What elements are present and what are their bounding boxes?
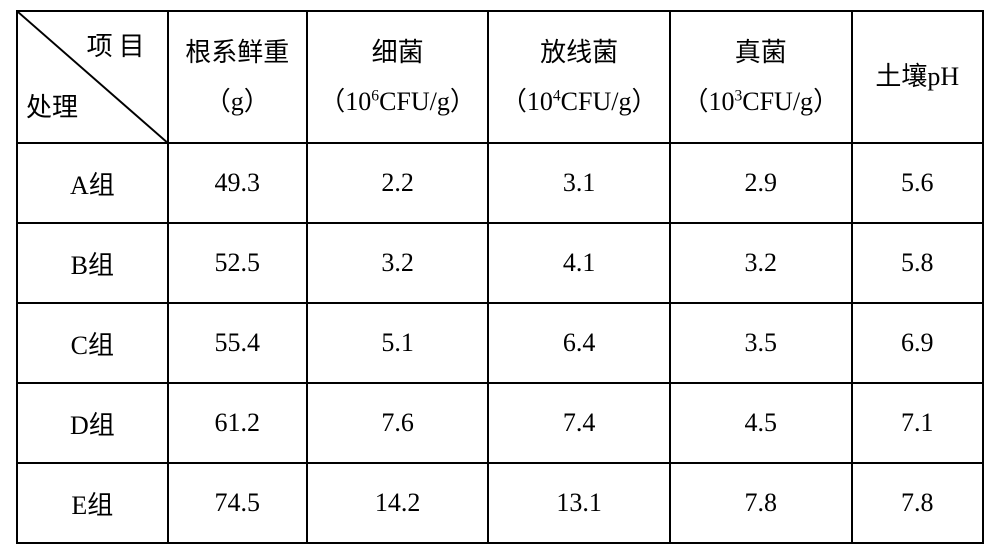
cell-value: 3.5 <box>670 303 852 383</box>
cell-value: 3.2 <box>307 223 489 303</box>
col-header-unit: （103CFU/g） <box>671 77 851 126</box>
cell-value: 7.4 <box>488 383 670 463</box>
cell-value: 4.5 <box>670 383 852 463</box>
row-label: E组 <box>17 463 168 543</box>
cell-value: 7.8 <box>852 463 983 543</box>
cell-value: 7.8 <box>670 463 852 543</box>
cell-value: 3.2 <box>670 223 852 303</box>
cell-value: 55.4 <box>168 303 307 383</box>
cell-value: 6.4 <box>488 303 670 383</box>
cell-value: 5.8 <box>852 223 983 303</box>
col-header-bacteria: 细菌 （106CFU/g） <box>307 11 489 143</box>
cell-value: 7.1 <box>852 383 983 463</box>
col-header-label: 细菌 <box>308 28 488 77</box>
corner-header-top: 项目 <box>87 22 151 71</box>
cell-value: 61.2 <box>168 383 307 463</box>
cell-value: 2.9 <box>670 143 852 223</box>
corner-header-cell: 项目 处理 <box>17 11 168 143</box>
col-header-root-weight: 根系鲜重 （g） <box>168 11 307 143</box>
table-row: C组 55.4 5.1 6.4 3.5 6.9 <box>17 303 983 383</box>
col-header-soil-ph: 土壤pH <box>852 11 983 143</box>
col-header-label: 放线菌 <box>489 28 669 77</box>
table-body: A组 49.3 2.2 3.1 2.9 5.6 B组 52.5 3.2 4.1 … <box>17 143 983 543</box>
data-table: 项目 处理 根系鲜重 （g） 细菌 （106CFU/g） 放线菌 （104CFU… <box>16 10 984 544</box>
col-header-unit: （104CFU/g） <box>489 77 669 126</box>
table-row: E组 74.5 14.2 13.1 7.8 7.8 <box>17 463 983 543</box>
table-row: D组 61.2 7.6 7.4 4.5 7.1 <box>17 383 983 463</box>
cell-value: 74.5 <box>168 463 307 543</box>
col-header-label: 根系鲜重 <box>169 28 306 77</box>
col-header-label: 真菌 <box>671 28 851 77</box>
row-label: B组 <box>17 223 168 303</box>
col-header-label: 土壤pH <box>853 52 982 101</box>
col-header-unit: （106CFU/g） <box>308 77 488 126</box>
table-header-row: 项目 处理 根系鲜重 （g） 细菌 （106CFU/g） 放线菌 （104CFU… <box>17 11 983 143</box>
table-row: B组 52.5 3.2 4.1 3.2 5.8 <box>17 223 983 303</box>
col-header-unit: （g） <box>169 77 306 126</box>
cell-value: 2.2 <box>307 143 489 223</box>
row-label: C组 <box>17 303 168 383</box>
cell-value: 13.1 <box>488 463 670 543</box>
cell-value: 3.1 <box>488 143 670 223</box>
row-label: D组 <box>17 383 168 463</box>
row-label: A组 <box>17 143 168 223</box>
cell-value: 5.1 <box>307 303 489 383</box>
cell-value: 52.5 <box>168 223 307 303</box>
cell-value: 6.9 <box>852 303 983 383</box>
cell-value: 14.2 <box>307 463 489 543</box>
col-header-fungi: 真菌 （103CFU/g） <box>670 11 852 143</box>
cell-value: 4.1 <box>488 223 670 303</box>
col-header-actinomycetes: 放线菌 （104CFU/g） <box>488 11 670 143</box>
cell-value: 5.6 <box>852 143 983 223</box>
cell-value: 7.6 <box>307 383 489 463</box>
cell-value: 49.3 <box>168 143 307 223</box>
corner-header-bottom: 处理 <box>26 83 78 132</box>
table-row: A组 49.3 2.2 3.1 2.9 5.6 <box>17 143 983 223</box>
